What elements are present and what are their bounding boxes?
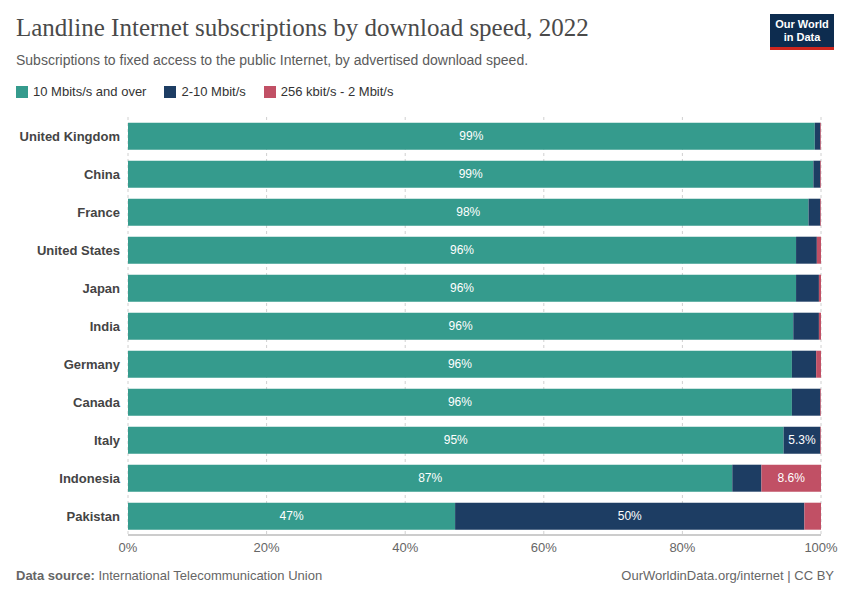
svg-text:80%: 80% xyxy=(669,540,695,555)
svg-text:Japan: Japan xyxy=(82,281,120,296)
html-text:OurWorldinData.org/internet |: OurWorldinData.org/internet | CC BY xyxy=(621,568,834,583)
html-text:Data source: International Tel: Data source: International Telecommunica… xyxy=(16,568,323,583)
html-text:Our World in Data: Our World in Data xyxy=(775,17,829,43)
svg-text:China: China xyxy=(84,167,121,182)
svg-text:8.6%: 8.6% xyxy=(778,471,806,485)
svg-text:France: France xyxy=(77,205,120,220)
svg-text:96%: 96% xyxy=(450,281,474,295)
svg-text:0%: 0% xyxy=(119,540,138,555)
svg-text:96%: 96% xyxy=(449,319,473,333)
html-text:10 Mbits/s and over: 10 Mbits/s and over xyxy=(33,84,147,99)
html-text:2-10 Mbit/s: 2-10 Mbit/s xyxy=(181,84,246,99)
svg-text:60%: 60% xyxy=(531,540,557,555)
svg-text:Germany: Germany xyxy=(64,357,121,372)
svg-text:96%: 96% xyxy=(448,395,472,409)
svg-text:100%: 100% xyxy=(804,540,838,555)
svg-text:95%: 95% xyxy=(444,433,468,447)
html-text:Landline Internet subscription: Landline Internet subscriptions by downl… xyxy=(16,14,589,41)
svg-text:United States: United States xyxy=(37,243,120,258)
svg-text:India: India xyxy=(90,319,121,334)
svg-text:Pakistan: Pakistan xyxy=(67,509,121,524)
svg-text:87%: 87% xyxy=(418,471,442,485)
svg-text:United Kingdom: United Kingdom xyxy=(20,129,120,144)
svg-text:Italy: Italy xyxy=(94,433,121,448)
html-text:Subscriptions to fixed access: Subscriptions to fixed access to the pub… xyxy=(16,52,529,68)
svg-text:98%: 98% xyxy=(456,205,480,219)
svg-text:96%: 96% xyxy=(450,243,474,257)
html-text:256 kbit/s - 2 Mbit/s: 256 kbit/s - 2 Mbit/s xyxy=(280,84,394,99)
svg-text:5.3%: 5.3% xyxy=(788,433,816,447)
svg-text:47%: 47% xyxy=(280,509,304,523)
svg-text:20%: 20% xyxy=(254,540,280,555)
svg-text:Indonesia: Indonesia xyxy=(59,471,120,486)
svg-text:99%: 99% xyxy=(459,167,483,181)
svg-text:40%: 40% xyxy=(392,540,418,555)
svg-text:96%: 96% xyxy=(448,357,472,371)
svg-text:50%: 50% xyxy=(618,509,642,523)
svg-text:Canada: Canada xyxy=(73,395,121,410)
svg-text:99%: 99% xyxy=(459,129,483,143)
